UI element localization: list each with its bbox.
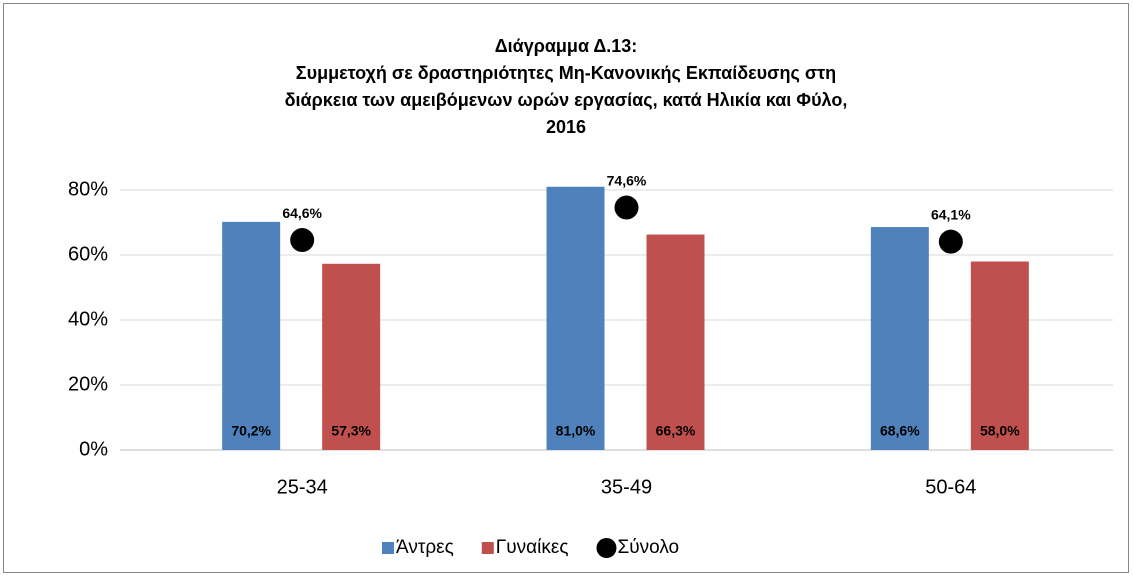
- legend-marker: [481, 542, 494, 554]
- bar-value-label: 81,0%: [556, 423, 596, 439]
- total-dot: [614, 195, 639, 220]
- total-dot: [938, 229, 963, 254]
- dot-value-label: 64,6%: [282, 205, 322, 221]
- total-dot: [290, 228, 315, 253]
- y-tick-label: 0%: [79, 438, 108, 460]
- bar: [546, 186, 605, 450]
- x-tick-label: 25-34: [277, 476, 328, 498]
- x-tick-label: 35-49: [601, 476, 652, 498]
- legend-marker: [382, 542, 394, 554]
- legend-label: Άντρες: [396, 537, 454, 558]
- bar-value-label: 70,2%: [231, 423, 271, 439]
- x-tick-label: 50-64: [925, 476, 976, 498]
- bar-value-label: 57,3%: [331, 423, 371, 439]
- legend-label: Γυναίκες: [496, 537, 569, 558]
- bar: [870, 227, 929, 450]
- legend-label: Σύνολο: [617, 537, 679, 558]
- dot-value-label: 74,6%: [607, 172, 647, 188]
- bar: [970, 261, 1029, 450]
- bar-value-label: 66,3%: [656, 423, 696, 439]
- bar: [322, 263, 381, 450]
- bar-value-label: 58,0%: [980, 423, 1020, 439]
- bar: [222, 221, 281, 450]
- y-tick-label: 80%: [68, 178, 108, 200]
- y-tick-label: 40%: [68, 308, 108, 330]
- bar-value-label: 68,6%: [880, 423, 920, 439]
- chart-title: 2016: [546, 117, 586, 137]
- chart-title: Διάγραμμα Δ.13:: [495, 36, 638, 56]
- legend-marker: [596, 538, 617, 558]
- chart-title: Συμμετοχή σε δραστηριότητες Μη-Κανονικής…: [296, 63, 836, 83]
- y-tick-label: 60%: [68, 243, 108, 265]
- dot-value-label: 64,1%: [931, 206, 971, 222]
- chart-title: διάρκεια των αμειβόμενων ωρών εργασίας, …: [285, 90, 848, 110]
- y-tick-label: 20%: [68, 373, 108, 395]
- bar: [646, 234, 705, 450]
